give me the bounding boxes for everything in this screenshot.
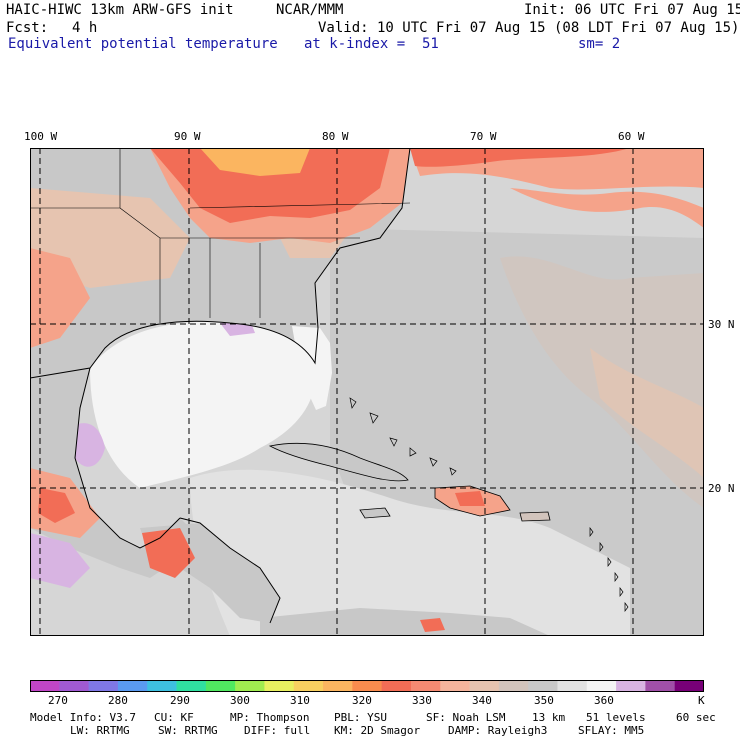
pacific-purple-patch (30, 533, 90, 588)
colorbar-swatch (616, 680, 646, 692)
colorbar-swatch (381, 680, 412, 692)
north-atlantic-red-plume (410, 148, 630, 167)
org-label: NCAR/MMM (276, 2, 344, 18)
lesser-antilles-islands (589, 526, 629, 613)
damping-setting: DAMP: Rayleigh3 (448, 724, 548, 737)
lon-label: 80 W (322, 130, 349, 143)
tennessee-orange-region (200, 148, 310, 176)
texas-salmon-region (30, 248, 90, 348)
colorbar-tick: 290 (170, 694, 190, 707)
southeast-red-region (150, 148, 390, 223)
colorbar-tick: 280 (108, 694, 128, 707)
map-frame (30, 148, 704, 636)
mexico-coastline (74, 367, 181, 549)
puerto-rico-island (519, 511, 551, 522)
equivalent-potential-temperature-map (30, 148, 704, 636)
colorbar-swatch (176, 680, 207, 692)
lat-label: 30 N (708, 318, 735, 331)
colorbar-swatch (88, 680, 119, 692)
colorbar-swatch (586, 680, 617, 692)
model-title: HAIC-HIWC 13km ARW-GFS init (6, 2, 234, 18)
gulf-purple-patch (70, 423, 105, 467)
gulf-of-mexico-field (90, 321, 316, 488)
colorbar-swatch (30, 680, 60, 692)
pbl-scheme: PBL: YSU (334, 711, 387, 724)
cuba-island (268, 442, 409, 482)
colorbar-swatch (264, 680, 295, 692)
colorbar-swatch (147, 680, 178, 692)
lon-label: 90 W (174, 130, 201, 143)
colorbar-tick: 300 (230, 694, 250, 707)
surface-scheme: SF: Noah LSM (426, 711, 506, 724)
colorbar-swatch (557, 680, 588, 692)
surface-layer-scheme: SFLAY: MM5 (578, 724, 645, 737)
colorbar-swatch (528, 680, 558, 692)
colorbar-frame (30, 680, 704, 692)
north-atlantic-salmon-arc (510, 188, 704, 228)
km-setting: KM: 2D Smagor (334, 724, 421, 737)
model-info: Model Info: V3.7 (30, 711, 136, 724)
valid-time: Valid: 10 UTC Fri 07 Aug 15 (08 LDT Fri … (318, 20, 740, 36)
lon-label: 100 W (24, 130, 58, 143)
microphysics-scheme: MP: Thompson (230, 711, 310, 724)
central-america-coastline (179, 517, 281, 624)
atlantic-tan-plume (590, 348, 704, 478)
colorbar-tick: 350 (534, 694, 554, 707)
vertical-levels: 51 levels (586, 711, 646, 724)
grid-resolution: 13 km (532, 711, 566, 724)
cumulus-scheme: CU: KF (154, 711, 194, 724)
state-borders (30, 148, 411, 323)
diffusion-setting: DIFF: full (244, 724, 311, 737)
init-time: Init: 06 UTC Fri 07 Aug 15 (524, 2, 740, 18)
forecast-label: Fcst: (6, 20, 49, 36)
colorbar-swatch (645, 680, 676, 692)
smoothing-info: sm= 2 (578, 36, 621, 52)
south-america-land (260, 608, 550, 636)
colorbar-swatch (674, 680, 704, 692)
lon-label: 60 W (618, 130, 645, 143)
colorbar (30, 680, 704, 692)
mexico-red-region (38, 488, 75, 523)
field-name: Equivalent potential temperature (8, 36, 278, 52)
lat-label: 20 N (708, 482, 735, 495)
colorbar-swatch (440, 680, 471, 692)
caribbean-light-field (190, 469, 630, 636)
shortwave-scheme: SW: RRTMG (158, 724, 218, 737)
level-info: at k-index = 51 (304, 36, 439, 52)
colorbar-tick: 330 (412, 694, 432, 707)
colorbar-swatch (235, 680, 265, 692)
jamaica-island (359, 507, 391, 519)
lon-label: 70 W (470, 130, 497, 143)
colorbar-tick: 310 (290, 694, 310, 707)
forecast-hours: 4 h (72, 20, 98, 36)
colorbar-swatch (117, 680, 148, 692)
time-step: 60 sec (676, 711, 716, 724)
colorbar-tick: 270 (48, 694, 68, 707)
bahamas-islands (349, 397, 457, 476)
colorbar-swatch (293, 680, 324, 692)
longwave-scheme: LW: RRTMG (70, 724, 130, 737)
colorbar-swatch (323, 680, 353, 692)
colorbar-swatch (205, 680, 236, 692)
colorbar-swatch (469, 680, 500, 692)
hispaniola-red-region (455, 491, 485, 506)
colorbar-swatch (498, 680, 529, 692)
colorbar-unit: K (698, 694, 705, 707)
colorbar-tick: 320 (352, 694, 372, 707)
colombia-red-spot (420, 618, 445, 632)
colorbar-tick: 360 (594, 694, 614, 707)
colorbar-tick: 340 (472, 694, 492, 707)
colorbar-swatch (352, 680, 383, 692)
colorbar-swatch (410, 680, 441, 692)
graticule (30, 148, 704, 636)
colorbar-swatch (59, 680, 90, 692)
